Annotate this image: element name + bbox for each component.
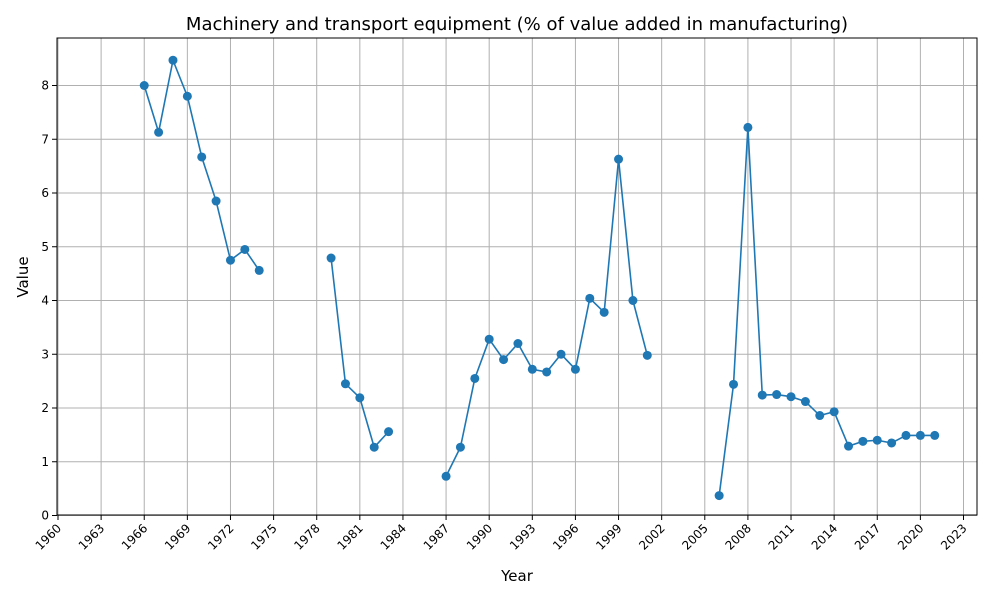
data-point xyxy=(441,471,451,481)
x-tick-label: 2008 xyxy=(723,521,754,552)
x-tick-label: 2014 xyxy=(809,521,840,552)
data-point xyxy=(915,430,925,440)
data-point xyxy=(499,355,509,365)
x-tick-label: 2002 xyxy=(636,521,667,552)
data-point xyxy=(211,196,221,206)
x-axis-label: Year xyxy=(500,567,534,585)
y-tick-label: 2 xyxy=(41,401,49,415)
data-point xyxy=(786,392,796,402)
data-point xyxy=(369,442,379,452)
y-tick-label: 8 xyxy=(41,79,49,93)
data-point xyxy=(470,373,480,383)
data-point xyxy=(139,81,149,90)
x-tick-label: 2020 xyxy=(895,521,926,552)
data-point xyxy=(154,127,164,137)
series-line-segment xyxy=(445,159,649,477)
data-point xyxy=(484,334,494,344)
data-point xyxy=(455,442,465,452)
x-tick-label: 2017 xyxy=(852,521,883,552)
data-point xyxy=(182,91,192,101)
x-tick-label: 1996 xyxy=(550,521,581,552)
x-tick-label: 1981 xyxy=(334,521,365,552)
data-point xyxy=(729,379,739,389)
data-point xyxy=(527,364,537,374)
x-tick-label: 2023 xyxy=(938,521,969,552)
data-point xyxy=(614,154,624,164)
data-point xyxy=(800,397,810,407)
y-tick-label: 6 xyxy=(41,186,49,200)
data-point xyxy=(585,293,595,303)
series-line-segment xyxy=(143,57,260,271)
y-axis: 0 1 2 3 4 5 6 7 8 xyxy=(41,79,57,523)
data-point xyxy=(858,436,868,446)
data-point xyxy=(743,122,753,132)
series-line-segment xyxy=(718,127,935,496)
y-tick-label: 7 xyxy=(41,132,49,146)
x-tick-label: 1972 xyxy=(205,521,236,552)
y-tick-label: 0 xyxy=(41,509,49,523)
data-point xyxy=(340,379,350,389)
data-point xyxy=(772,390,782,400)
data-point xyxy=(642,350,652,360)
series-layer xyxy=(139,55,940,501)
data-point xyxy=(542,367,552,377)
data-point xyxy=(355,393,365,403)
y-axis-label: Value xyxy=(14,256,32,297)
data-point xyxy=(384,427,394,437)
data-point xyxy=(240,244,250,254)
data-point xyxy=(254,265,264,275)
data-point xyxy=(714,491,724,501)
x-tick-label: 1975 xyxy=(248,521,279,552)
grid xyxy=(57,38,977,516)
data-point xyxy=(628,296,638,305)
data-point xyxy=(225,255,235,265)
data-point xyxy=(887,438,897,448)
x-tick-label: 1993 xyxy=(507,521,538,552)
x-tick-label: 1969 xyxy=(162,521,193,552)
y-tick-label: 3 xyxy=(41,347,49,361)
chart-title: Machinery and transport equipment (% of … xyxy=(186,14,848,35)
y-tick-label: 5 xyxy=(41,240,49,254)
data-point xyxy=(757,390,767,400)
x-tick-label: 1966 xyxy=(119,521,150,552)
data-point xyxy=(168,55,178,65)
x-tick-label: 1984 xyxy=(378,521,409,552)
data-point xyxy=(599,307,609,317)
x-axis: 1960 1963 1966 1969 1972 1975 1978 1981 1984 1987… xyxy=(33,515,970,553)
x-tick-label: 1987 xyxy=(421,521,452,552)
x-tick-label: 1978 xyxy=(291,521,322,552)
data-point xyxy=(844,441,854,451)
y-tick-label: 4 xyxy=(41,294,49,308)
x-tick-label: 2005 xyxy=(679,521,710,552)
x-tick-label: 1960 xyxy=(33,521,64,552)
data-point xyxy=(513,339,523,348)
x-tick-label: 1963 xyxy=(76,521,107,552)
x-tick-label: 1999 xyxy=(593,521,624,552)
data-point xyxy=(872,435,882,445)
data-point xyxy=(197,152,207,162)
data-point xyxy=(570,364,580,374)
data-point xyxy=(829,407,839,417)
plot-frame xyxy=(56,37,978,516)
data-point xyxy=(901,430,911,440)
x-tick-label: 1990 xyxy=(464,521,495,552)
data-point xyxy=(930,430,940,440)
data-point xyxy=(556,349,566,359)
data-point xyxy=(815,411,825,421)
data-point xyxy=(326,253,336,263)
x-tick-label: 2011 xyxy=(766,521,797,552)
y-tick-label: 1 xyxy=(41,455,49,469)
